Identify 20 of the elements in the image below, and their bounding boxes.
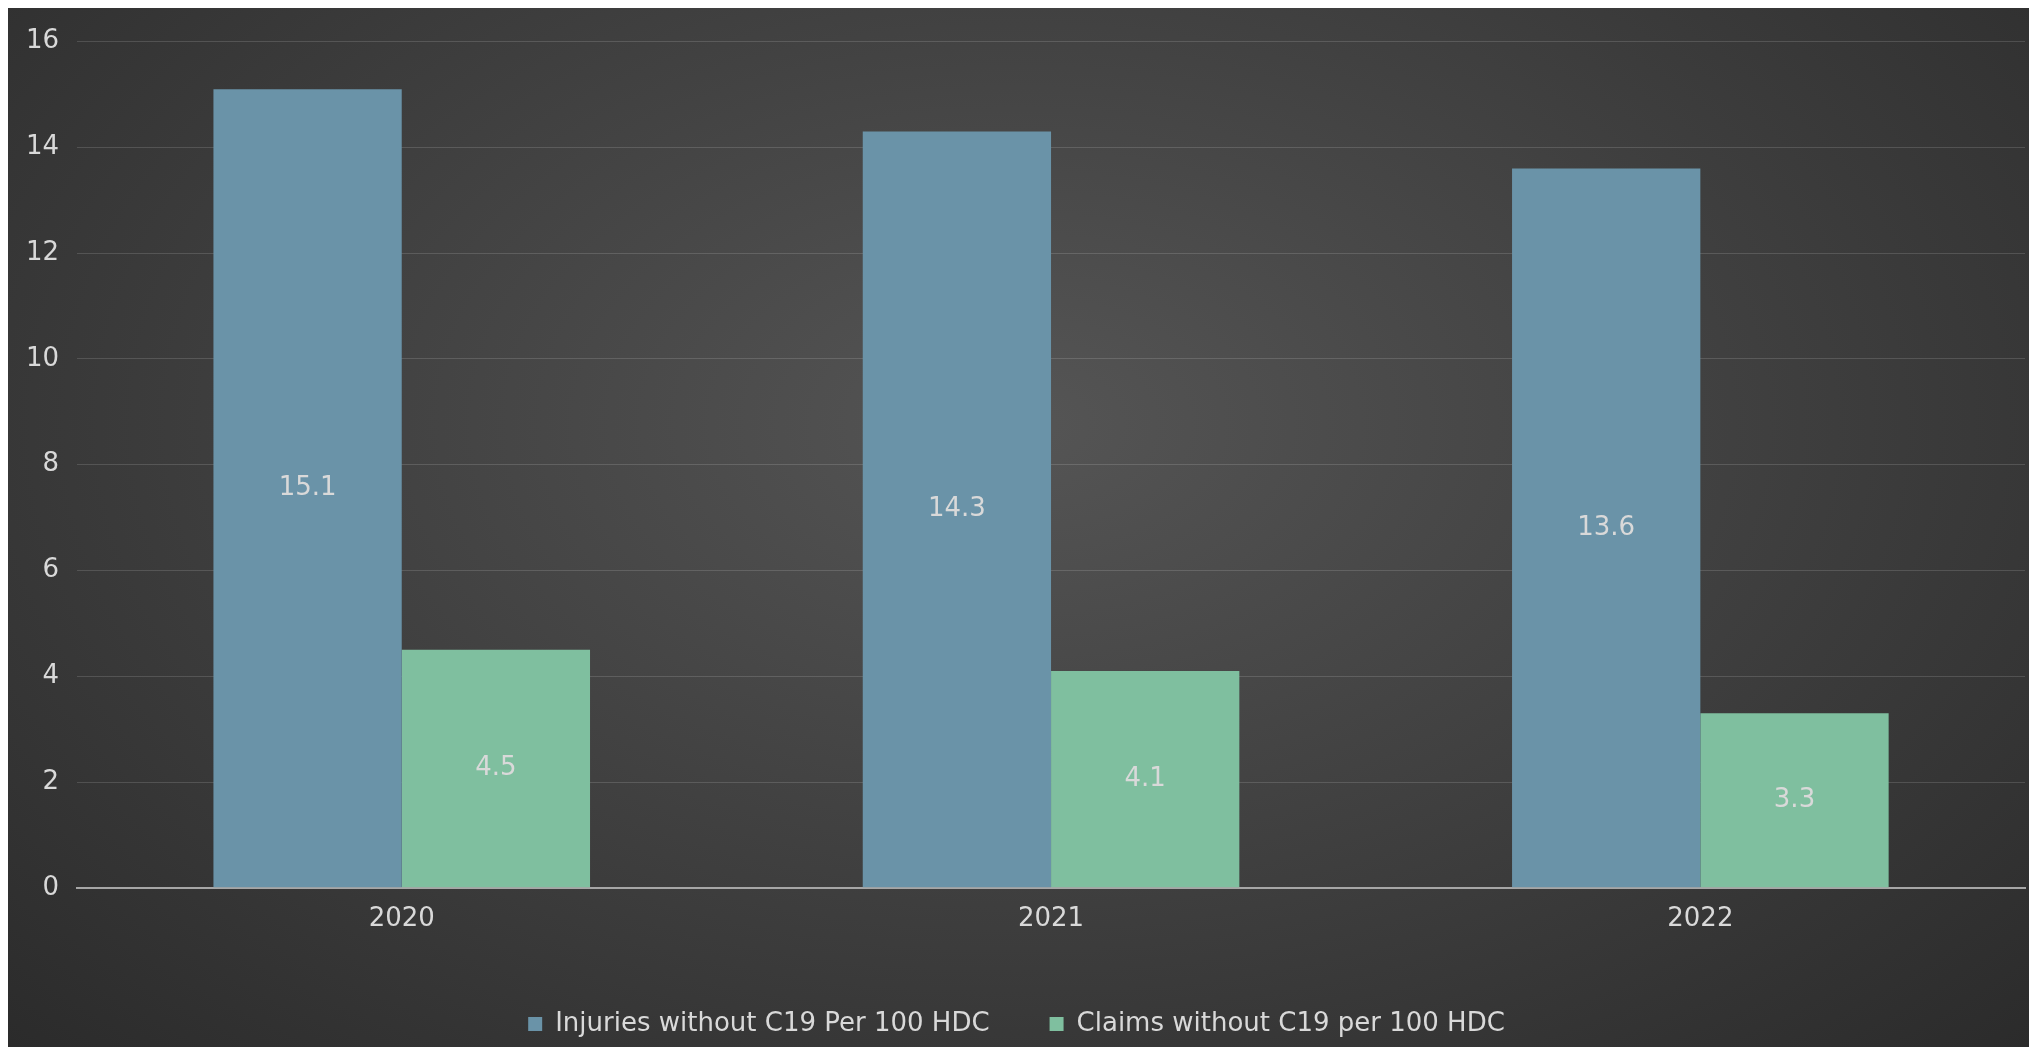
data-label: 14.3 bbox=[927, 492, 986, 523]
legend-label: Injuries without C19 Per 100 HDC bbox=[555, 1006, 990, 1037]
x-tick-label: 2020 bbox=[368, 902, 435, 933]
data-label: 15.1 bbox=[278, 471, 337, 501]
data-label: 13.6 bbox=[1577, 510, 1636, 541]
legend-label: Claims without C19 per 100 HDC bbox=[1076, 1006, 1505, 1037]
data-label: 3.3 bbox=[1773, 783, 1816, 814]
y-tick-label: 0 bbox=[42, 870, 60, 901]
y-tick-label: 12 bbox=[25, 235, 60, 266]
y-tick-label: 16 bbox=[25, 24, 60, 55]
y-tick-label: 4 bbox=[42, 659, 60, 689]
y-tick-label: 8 bbox=[42, 447, 60, 478]
data-label: 4.1 bbox=[1124, 761, 1166, 792]
y-tick-label: 6 bbox=[42, 553, 60, 584]
data-label: 4.5 bbox=[475, 751, 517, 782]
x-tick-label: 2022 bbox=[1667, 902, 1734, 933]
y-tick-label: 14 bbox=[25, 130, 60, 161]
x-tick-label: 2021 bbox=[1017, 902, 1085, 933]
y-tick-label: 10 bbox=[25, 341, 60, 372]
y-tick-label: 2 bbox=[42, 764, 60, 795]
